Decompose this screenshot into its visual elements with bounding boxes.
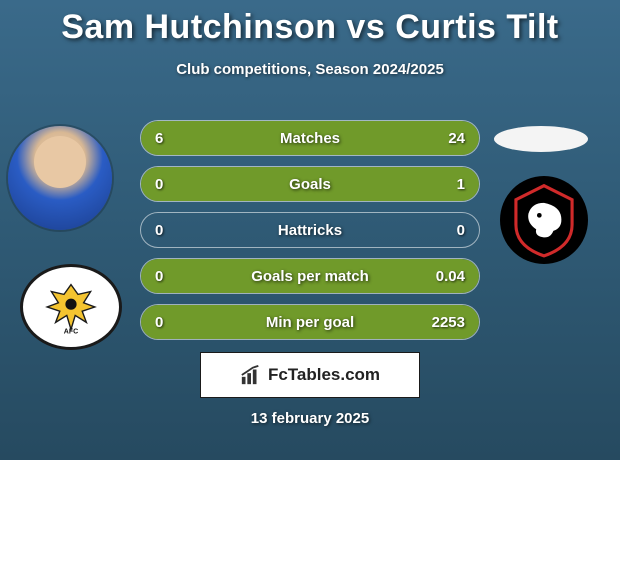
stat-label: Goals	[141, 176, 479, 193]
club-left-crest: AFC	[20, 264, 122, 350]
source-logo-text: FcTables.com	[268, 365, 380, 385]
stat-label: Min per goal	[141, 314, 479, 331]
stat-row: 02253Min per goal	[140, 304, 480, 340]
subtitle: Club competitions, Season 2024/2025	[0, 61, 620, 78]
stat-label: Matches	[141, 130, 479, 147]
bar-chart-icon	[240, 364, 262, 386]
stat-label: Hattricks	[141, 222, 479, 239]
player-left-avatar	[8, 126, 112, 230]
eagle-crest-icon: AFC	[36, 277, 106, 337]
comparison-card: Sam Hutchinson vs Curtis Tilt Club compe…	[0, 0, 620, 460]
stat-row: 00Hattricks	[140, 212, 480, 248]
date-text: 13 february 2025	[0, 410, 620, 427]
stats-container: 624Matches 01Goals 00Hattricks 00.04Goals p…	[140, 120, 480, 350]
player-right-avatar	[494, 126, 588, 152]
stat-row: 01Goals	[140, 166, 480, 202]
stat-row: 00.04Goals per match	[140, 258, 480, 294]
page-title: Sam Hutchinson vs Curtis Tilt	[0, 8, 620, 47]
stat-row: 624Matches	[140, 120, 480, 156]
lion-shield-icon	[505, 181, 583, 259]
club-right-crest	[500, 176, 588, 264]
stat-label: Goals per match	[141, 268, 479, 285]
svg-text:AFC: AFC	[64, 329, 78, 336]
source-logo: FcTables.com	[200, 352, 420, 398]
